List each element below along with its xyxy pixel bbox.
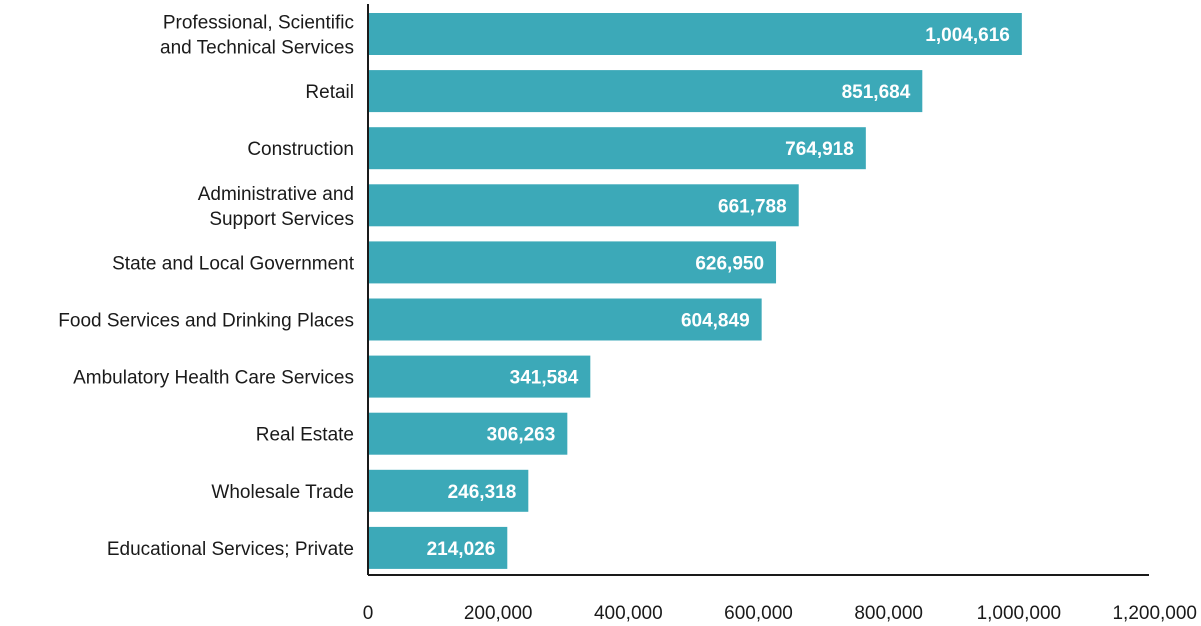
- x-tick-label-2: 400,000: [594, 603, 663, 624]
- category-label-3-line-0: Administrative and: [198, 184, 354, 205]
- value-label-5: 604,849: [681, 311, 750, 332]
- value-label-2: 764,918: [785, 139, 854, 160]
- bar-1: [368, 70, 923, 113]
- x-tick-label-5: 1,000,000: [977, 603, 1062, 624]
- value-labels-group: 1,004,616 851,684 764,918 661,788 626,950 604…: [427, 25, 1010, 560]
- category-label-0-line-0: Professional, Scientific: [163, 13, 354, 34]
- bar-3: [368, 184, 799, 227]
- value-label-3: 661,788: [718, 196, 787, 217]
- bar-8: [368, 469, 529, 512]
- category-label-5-line-0: Food Services and Drinking Places: [58, 311, 354, 332]
- bars-group: [368, 13, 1022, 569]
- x-tick-label-0: 0: [363, 603, 374, 624]
- category-label-3-line-1: Support Services: [209, 209, 354, 230]
- category-label-8-line-0: Wholesale Trade: [211, 482, 354, 503]
- bar-6: [368, 355, 591, 398]
- value-label-6: 341,584: [510, 368, 579, 389]
- bar-9: [368, 526, 508, 569]
- bar-2: [368, 127, 866, 170]
- value-label-4: 626,950: [695, 253, 764, 274]
- category-label-9-line-0: Educational Services; Private: [107, 539, 354, 560]
- category-label-6-line-0: Ambulatory Health Care Services: [73, 368, 354, 389]
- value-label-0: 1,004,616: [925, 25, 1010, 46]
- category-label-1-line-0: Retail: [305, 82, 354, 103]
- x-tick-label-4: 800,000: [854, 603, 923, 624]
- x-tick-labels-group: 0 200,000 400,000 600,000 800,000 1,000,000 1,…: [363, 603, 1197, 624]
- category-label-7-line-0: Real Estate: [256, 425, 354, 446]
- bar-7: [368, 412, 568, 455]
- bar-5: [368, 298, 762, 341]
- category-label-2-line-0: Construction: [247, 139, 354, 160]
- x-tick-label-3: 600,000: [724, 603, 793, 624]
- bar-4: [368, 241, 777, 284]
- bar-0: [368, 13, 1022, 55]
- x-tick-label-6: 1,200,000: [1112, 603, 1197, 624]
- category-label-0-line-1: and Technical Services: [160, 38, 354, 59]
- x-tick-label-1: 200,000: [464, 603, 533, 624]
- value-label-1: 851,684: [842, 82, 911, 103]
- category-label-4-line-0: State and Local Government: [112, 253, 355, 274]
- value-label-9: 214,026: [427, 539, 496, 560]
- value-label-8: 246,318: [448, 482, 517, 503]
- value-label-7: 306,263: [487, 425, 556, 446]
- category-labels-group: Professional, Scientific and Technical Se…: [58, 13, 354, 560]
